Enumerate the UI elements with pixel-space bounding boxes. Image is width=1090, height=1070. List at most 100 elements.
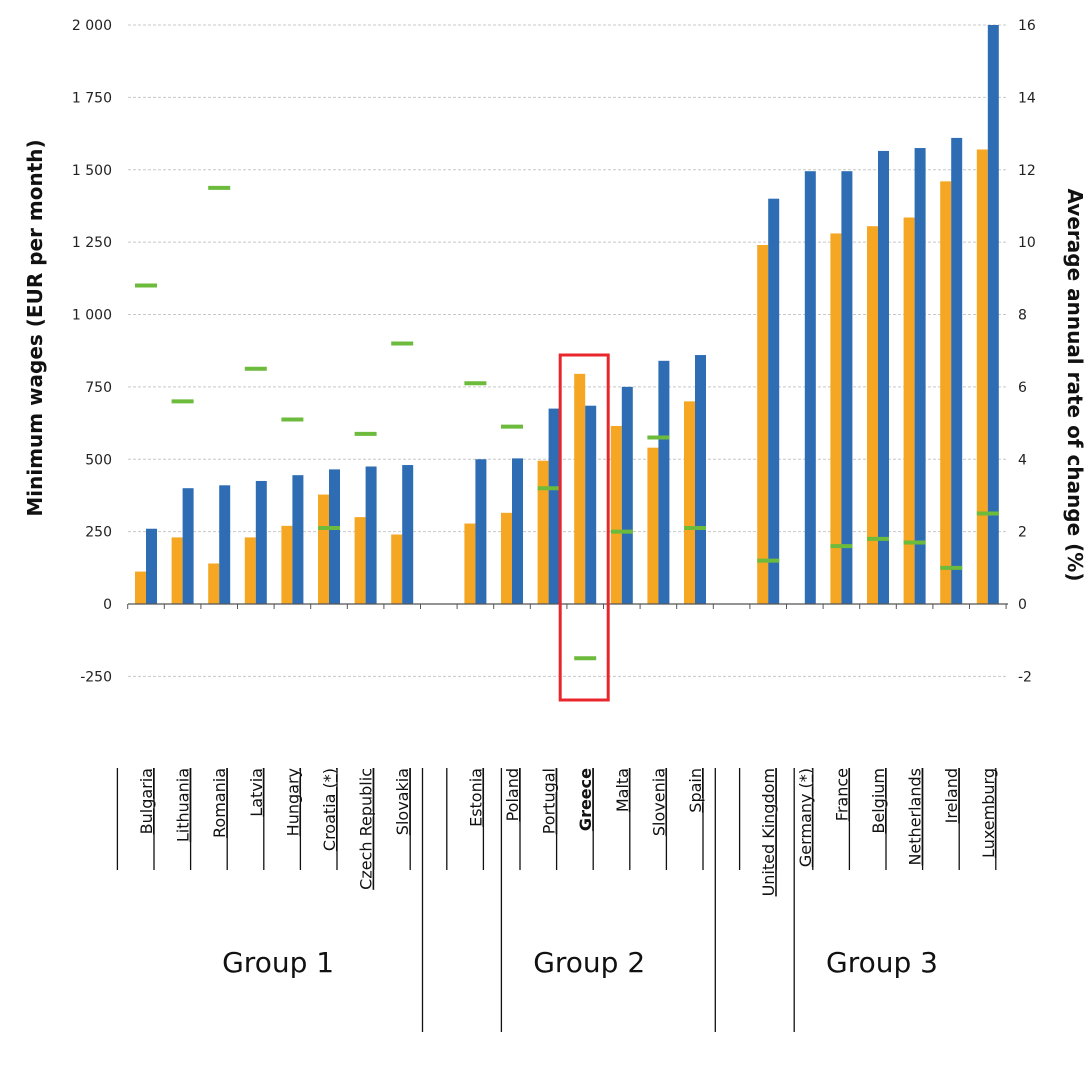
bar-blue	[365, 466, 377, 604]
y-axis-title: Minimum wages (EUR per month)	[23, 139, 47, 516]
y-tick-label: -250	[80, 669, 112, 685]
y2-tick-label: 2	[1018, 525, 1027, 541]
y2-tick-label: 0	[1018, 597, 1027, 613]
group-label: Group 2	[533, 946, 645, 979]
category-label: Greece	[576, 768, 595, 831]
y2-tick-label: 12	[1018, 163, 1036, 179]
bar-orange	[464, 523, 476, 604]
y-tick-label: 1 500	[72, 163, 112, 179]
bar-blue	[878, 150, 889, 604]
y-tick-label: 2 000	[72, 18, 112, 34]
y2-tick-label: 16	[1018, 18, 1036, 34]
y-tick-label: 1 000	[72, 308, 112, 324]
category-label: Ireland	[942, 768, 961, 823]
bar-blue	[329, 469, 340, 604]
category-label: Netherlands	[906, 768, 925, 866]
bar-blue	[219, 485, 231, 604]
bar-orange	[208, 563, 220, 604]
category-label: Malta	[613, 768, 632, 812]
y-tick-label: 0	[103, 597, 112, 613]
bar-orange	[135, 571, 146, 604]
category-label: Poland	[503, 768, 522, 821]
bar-orange	[684, 401, 695, 604]
bar-orange	[867, 226, 878, 604]
y2-tick-label: 10	[1018, 235, 1036, 251]
category-label: France	[832, 768, 851, 821]
highlight-box-greece	[558, 353, 610, 702]
left-axis-ticks: -250 0 250 500 750 1 000 1 250 1 500 1 750 2 000	[72, 18, 112, 685]
bar-blue	[695, 355, 706, 604]
y2-tick-label: 6	[1018, 380, 1027, 396]
bar-orange	[940, 181, 952, 604]
bar-orange	[647, 447, 659, 604]
bar-orange	[501, 512, 512, 604]
category-label: Estonia	[466, 768, 485, 827]
bar-blue	[585, 405, 597, 604]
bar-blue	[402, 465, 414, 604]
bar-blue	[658, 360, 670, 604]
group-label: Group 3	[826, 946, 938, 979]
y2-tick-label: 8	[1018, 308, 1027, 324]
group-label: Group 1	[222, 946, 334, 979]
y-tick-label: 500	[85, 452, 112, 468]
category-label: Lithuania	[174, 768, 193, 842]
category-label: Latvia	[247, 768, 266, 817]
change-markers	[135, 185, 999, 661]
category-label: Germany (*)	[796, 768, 815, 867]
bar-blue	[951, 137, 963, 604]
category-label: Slovenia	[649, 768, 668, 836]
y-tick-label: 1 250	[72, 235, 112, 251]
bar-orange	[537, 460, 549, 604]
bar-orange	[171, 537, 183, 604]
bar-blue	[512, 458, 523, 604]
y2-tick-label: 14	[1018, 90, 1036, 106]
category-label: Luxemburg	[979, 768, 998, 858]
bar-orange	[830, 233, 842, 604]
y-tick-label: 750	[85, 380, 112, 396]
bar-blue	[255, 480, 267, 604]
y2-axis-title: Average annual rate of change (%)	[1063, 189, 1087, 582]
bar-blue	[804, 171, 816, 604]
category-label: United Kingdom	[759, 768, 778, 896]
bar-blue	[292, 475, 304, 604]
group-separators	[116, 768, 795, 1032]
bar-blue	[146, 528, 157, 604]
bar-series	[135, 25, 999, 605]
category-label: Slovakia	[393, 768, 412, 835]
category-label: Spain	[686, 768, 705, 813]
bar-orange	[354, 517, 366, 604]
group-labels: Group 1 Group 2 Group 3	[222, 946, 938, 979]
category-label: Romania	[210, 768, 229, 838]
gridlines	[127, 24, 1008, 677]
bar-blue	[475, 459, 487, 604]
bar-orange	[318, 494, 329, 604]
bar-blue	[841, 171, 853, 604]
bar-blue	[987, 25, 999, 604]
bar-blue	[768, 198, 780, 604]
bar-orange	[610, 425, 622, 604]
bar-orange	[244, 537, 256, 604]
bar-blue	[621, 386, 633, 604]
bar-orange	[574, 373, 586, 604]
bar-orange	[391, 534, 403, 604]
y-tick-label: 250	[85, 525, 112, 541]
y2-tick-label: -2	[1018, 669, 1032, 685]
category-label: Hungary	[283, 768, 302, 836]
category-label: Croatia (*)	[320, 768, 339, 851]
bar-blue	[914, 148, 926, 604]
y-tick-label: 1 750	[72, 90, 112, 106]
bar-blue	[548, 408, 560, 604]
bar-orange	[281, 525, 293, 604]
category-label: Portugal	[540, 768, 559, 834]
bar-orange	[976, 149, 988, 605]
bar-orange	[903, 217, 915, 604]
y2-tick-label: 4	[1018, 452, 1027, 468]
bar-blue	[182, 488, 194, 604]
bar-orange	[757, 245, 769, 604]
category-label: Belgium	[869, 768, 888, 834]
right-axis-ticks: -2 0 2 4 6 8 10 12 14 16	[1018, 18, 1036, 685]
category-label: Bulgaria	[137, 768, 156, 834]
category-label: Czech Republic	[357, 768, 376, 890]
category-labels: Bulgaria Lithuania Romania Latvia Hungary Cro…	[137, 768, 998, 897]
